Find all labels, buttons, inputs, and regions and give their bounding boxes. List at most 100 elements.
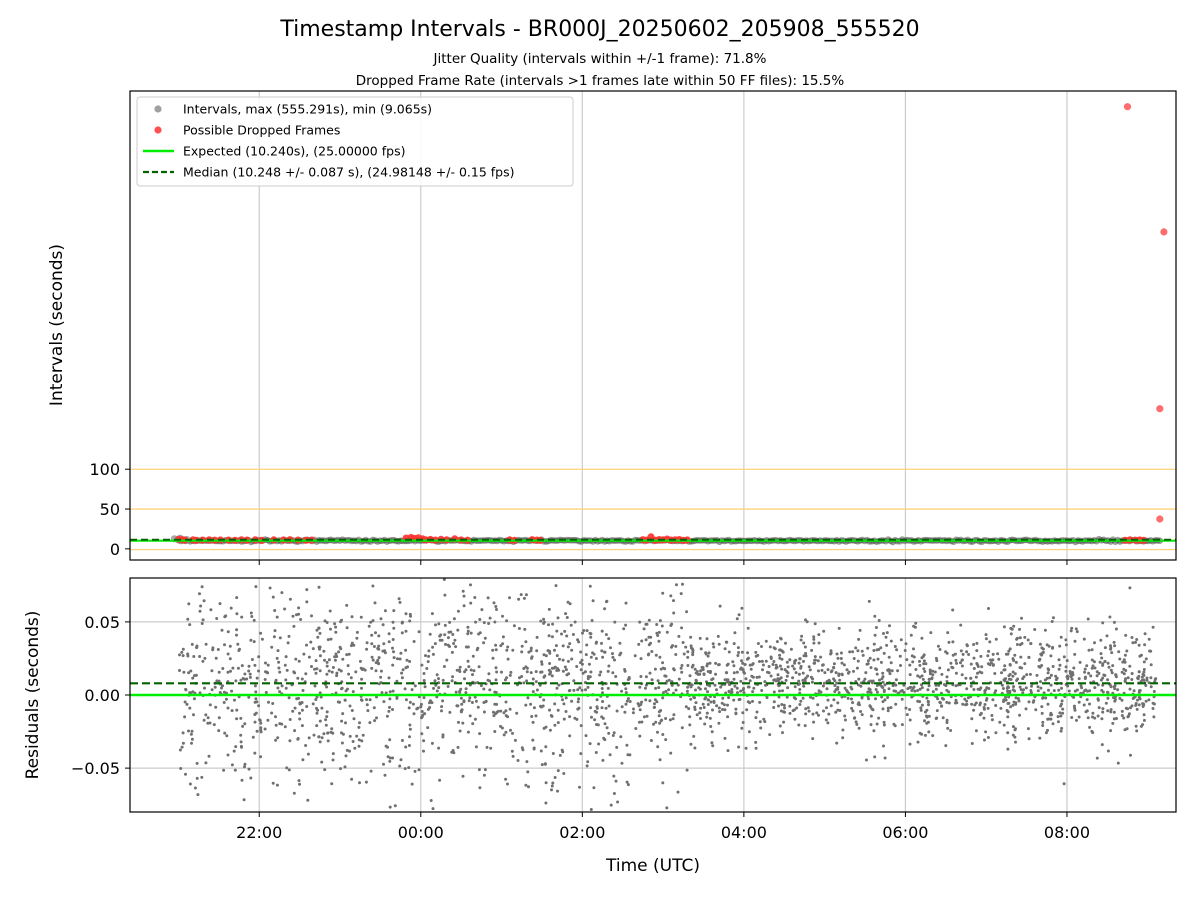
residual-point xyxy=(466,629,470,633)
residual-point xyxy=(808,668,812,672)
residual-point xyxy=(1021,677,1025,681)
residual-point xyxy=(273,629,277,633)
residual-point xyxy=(821,684,825,688)
residual-point xyxy=(1117,650,1121,654)
residual-point xyxy=(579,724,583,728)
residuals-expected-median-lines xyxy=(130,682,1176,697)
residual-point xyxy=(723,647,727,651)
residual-point xyxy=(540,763,544,767)
residual-point xyxy=(873,614,877,618)
residual-point xyxy=(477,768,481,772)
residual-point xyxy=(1004,695,1007,699)
residual-point xyxy=(586,675,590,678)
residual-point xyxy=(593,709,597,713)
residual-point xyxy=(584,734,588,738)
residual-point xyxy=(578,686,582,690)
residual-point xyxy=(196,793,200,797)
residual-point xyxy=(913,689,917,693)
residual-point xyxy=(222,690,226,694)
residual-point xyxy=(208,703,212,707)
residual-point xyxy=(453,638,457,642)
residual-point xyxy=(802,641,806,645)
residual-point xyxy=(278,722,282,726)
residual-point xyxy=(745,708,749,712)
residual-point xyxy=(794,658,798,662)
residual-point xyxy=(327,669,331,673)
residual-point xyxy=(550,666,554,670)
residual-point xyxy=(264,661,267,665)
residual-point xyxy=(235,596,239,600)
residual-point xyxy=(1064,665,1068,669)
residual-point xyxy=(686,685,690,689)
residual-point xyxy=(348,734,352,738)
residual-point xyxy=(710,730,714,734)
residual-point xyxy=(851,650,855,654)
residual-point xyxy=(885,631,889,635)
residual-point xyxy=(546,649,550,653)
residual-point xyxy=(458,690,462,694)
residual-point xyxy=(821,663,825,667)
residual-point xyxy=(1152,690,1156,693)
residual-point xyxy=(240,745,243,749)
residual-point xyxy=(737,651,741,654)
residual-point xyxy=(288,739,292,743)
chart-legend: Intervals, max (555.291s), min (9.065s) … xyxy=(136,96,574,187)
residual-point xyxy=(1011,725,1015,729)
residual-point xyxy=(883,698,887,702)
residual-point xyxy=(969,662,973,666)
residual-point xyxy=(220,686,223,690)
residuals-x-tick-label-2: 02:00 xyxy=(559,823,605,842)
residual-point xyxy=(524,593,528,597)
residual-point xyxy=(547,607,551,611)
residual-point xyxy=(404,612,408,616)
residual-point xyxy=(417,630,421,634)
residual-point xyxy=(547,623,550,627)
residual-point xyxy=(620,689,624,693)
residual-point xyxy=(1007,649,1011,653)
residual-point xyxy=(594,751,598,754)
residual-point xyxy=(798,657,802,661)
residual-point xyxy=(463,677,466,681)
residual-point xyxy=(494,678,498,682)
residual-point xyxy=(249,638,253,642)
residual-point xyxy=(287,768,291,772)
legend-dropped-label: Possible Dropped Frames xyxy=(183,123,340,138)
residual-point xyxy=(769,674,773,678)
residual-point xyxy=(504,777,508,781)
residual-point xyxy=(1145,678,1149,682)
residual-point xyxy=(1041,724,1045,727)
residual-point xyxy=(1050,620,1054,623)
residual-point xyxy=(443,633,447,637)
residual-point xyxy=(329,637,333,641)
residual-point xyxy=(276,649,280,653)
residual-point xyxy=(522,681,526,685)
residual-point xyxy=(854,646,858,650)
residual-point xyxy=(508,673,512,677)
residual-point xyxy=(255,700,259,704)
residual-point xyxy=(210,688,214,692)
residual-point xyxy=(452,642,456,645)
residual-point xyxy=(371,619,375,623)
residual-point xyxy=(813,661,817,665)
residual-point xyxy=(254,697,258,701)
residual-point xyxy=(203,656,207,660)
residual-point xyxy=(263,727,267,731)
residual-point xyxy=(253,751,257,755)
residual-point xyxy=(241,677,245,680)
residual-point xyxy=(495,702,499,706)
residual-point xyxy=(693,667,697,671)
residual-point xyxy=(1108,615,1112,619)
residual-point xyxy=(191,676,195,680)
residual-point xyxy=(1137,690,1141,694)
residual-point xyxy=(926,699,930,703)
residual-point xyxy=(383,609,387,613)
residual-point xyxy=(990,714,994,717)
residual-point xyxy=(1039,680,1042,684)
residual-point xyxy=(974,675,978,679)
residual-point xyxy=(457,720,460,724)
residual-point xyxy=(283,725,287,729)
residual-point xyxy=(1040,705,1044,709)
residual-point xyxy=(466,625,470,629)
residual-point xyxy=(430,741,434,745)
residual-point xyxy=(785,695,789,699)
